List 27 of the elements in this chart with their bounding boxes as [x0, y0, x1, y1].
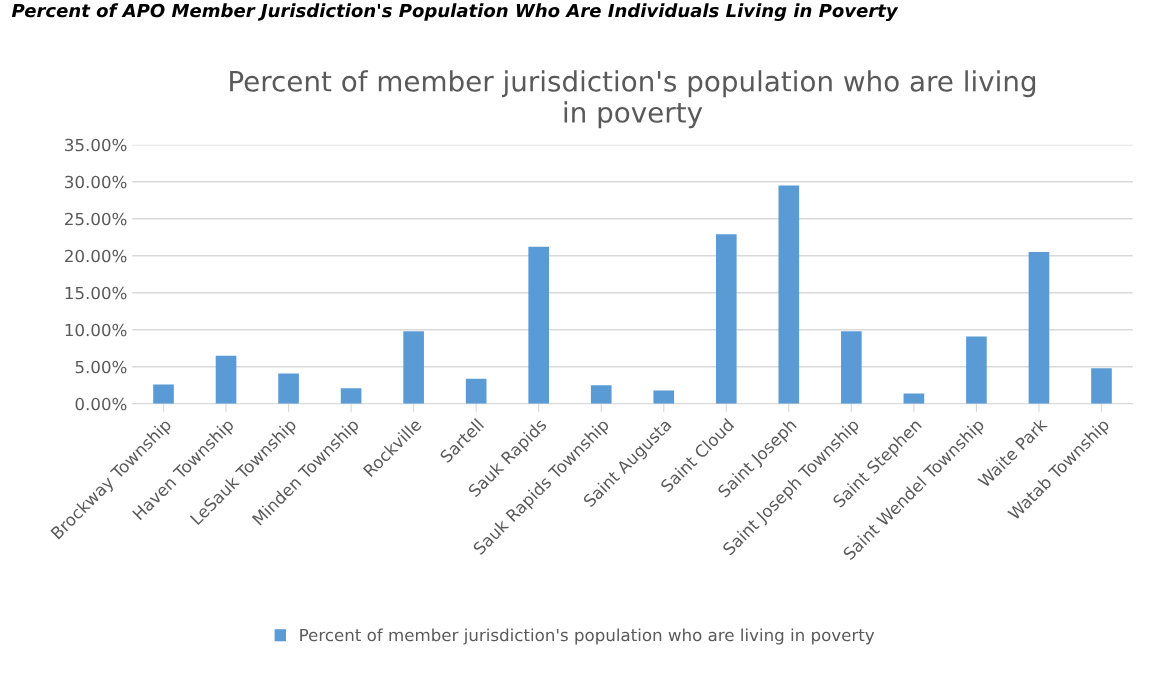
- y-tick-label: 35.00%: [65, 138, 127, 152]
- bar: [1028, 252, 1050, 404]
- bar: [590, 385, 612, 404]
- y-tick-label: 10.00%: [65, 323, 127, 337]
- legend-label: Percent of member jurisdiction's population who are living in poverty: [300, 628, 875, 645]
- y-tick-label: 5.00%: [75, 360, 127, 374]
- bar: [153, 384, 174, 404]
- bar: [403, 331, 424, 404]
- y-tick-label: 30.00%: [65, 175, 127, 189]
- bar: [278, 373, 299, 404]
- bar: [215, 355, 237, 404]
- bar: [1091, 368, 1112, 404]
- chart-title: Percent of member jurisdiction's population who are living in poverty: [230, 70, 1036, 129]
- text: Percent of APO Member Jurisdiction's Population Who Are Individuals Living in Poverty: [11, 3, 899, 21]
- bar: [340, 388, 362, 404]
- bar: [841, 331, 862, 404]
- bar: [778, 185, 800, 404]
- bar: [903, 393, 925, 404]
- y-tick-label: 15.00%: [65, 286, 127, 300]
- bar: [465, 378, 487, 404]
- y-tick-label: 25.00%: [65, 212, 127, 226]
- bar: [653, 390, 675, 404]
- bar: [715, 234, 737, 404]
- bar: [528, 246, 550, 404]
- y-tick-label: 20.00%: [65, 249, 127, 263]
- bar: [966, 336, 987, 404]
- y-tick-label: 0.00%: [75, 397, 127, 411]
